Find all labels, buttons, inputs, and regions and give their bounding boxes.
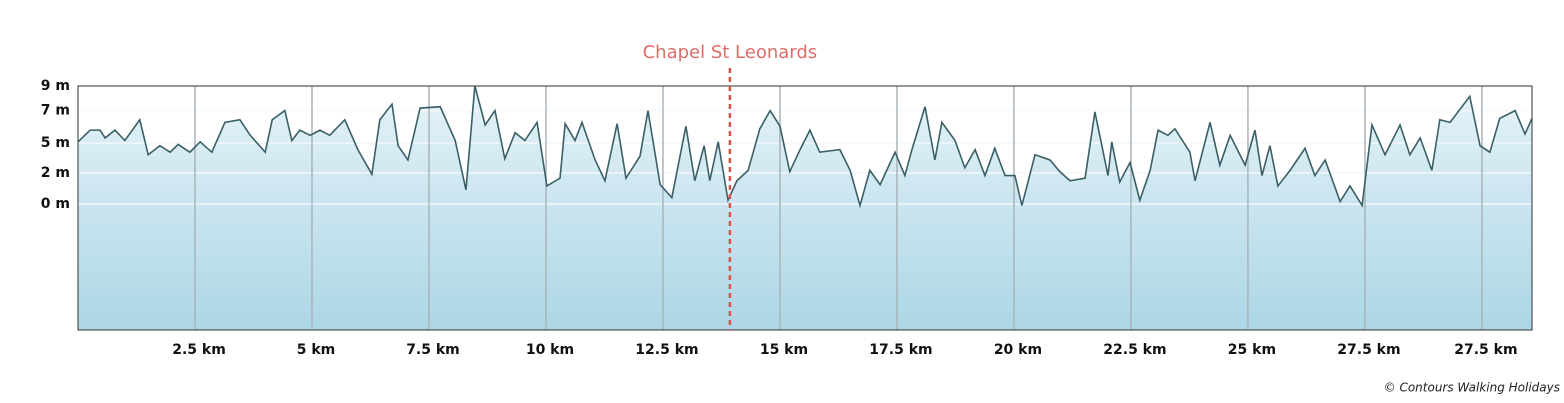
annotation-label: Chapel St Leonards xyxy=(643,42,818,63)
x-tick-label: 20 km xyxy=(994,342,1042,358)
x-tick-label: 12.5 km xyxy=(635,342,698,358)
plot-border xyxy=(77,85,1533,331)
elevation-line xyxy=(77,85,1533,209)
x-tick-label: 27.5 km xyxy=(1454,342,1517,358)
x-tick-label: 15 km xyxy=(760,342,808,358)
y-tick-label: 2 m xyxy=(41,165,70,181)
area-fill xyxy=(78,86,1532,330)
y-tick-label: 5 m xyxy=(41,135,70,151)
x-tick-label: 10 km xyxy=(526,342,574,358)
x-tick-label: 25 km xyxy=(1228,342,1276,358)
y-tick-label: 9 m xyxy=(41,78,70,94)
x-tick-label: 7.5 km xyxy=(406,342,460,358)
y-tick-label: 0 m xyxy=(41,196,70,212)
x-tick-label: 2.5 km xyxy=(172,342,226,358)
x-tick-label: 22.5 km xyxy=(1103,342,1166,358)
x-tick-label: 5 km xyxy=(297,342,336,358)
x-tick-label: 17.5 km xyxy=(869,342,932,358)
x-tick-label: 27.5 km xyxy=(1337,342,1400,358)
y-tick-label: 7 m xyxy=(41,103,70,119)
credit: © Contours Walking Holidays xyxy=(1384,381,1560,395)
